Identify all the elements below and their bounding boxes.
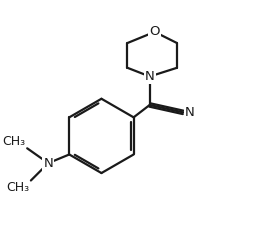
Text: CH₃: CH₃ — [2, 135, 25, 148]
Text: O: O — [149, 25, 159, 38]
Text: N: N — [144, 70, 154, 83]
Text: N: N — [43, 157, 53, 170]
Text: N: N — [184, 106, 194, 119]
Text: CH₃: CH₃ — [6, 181, 29, 194]
